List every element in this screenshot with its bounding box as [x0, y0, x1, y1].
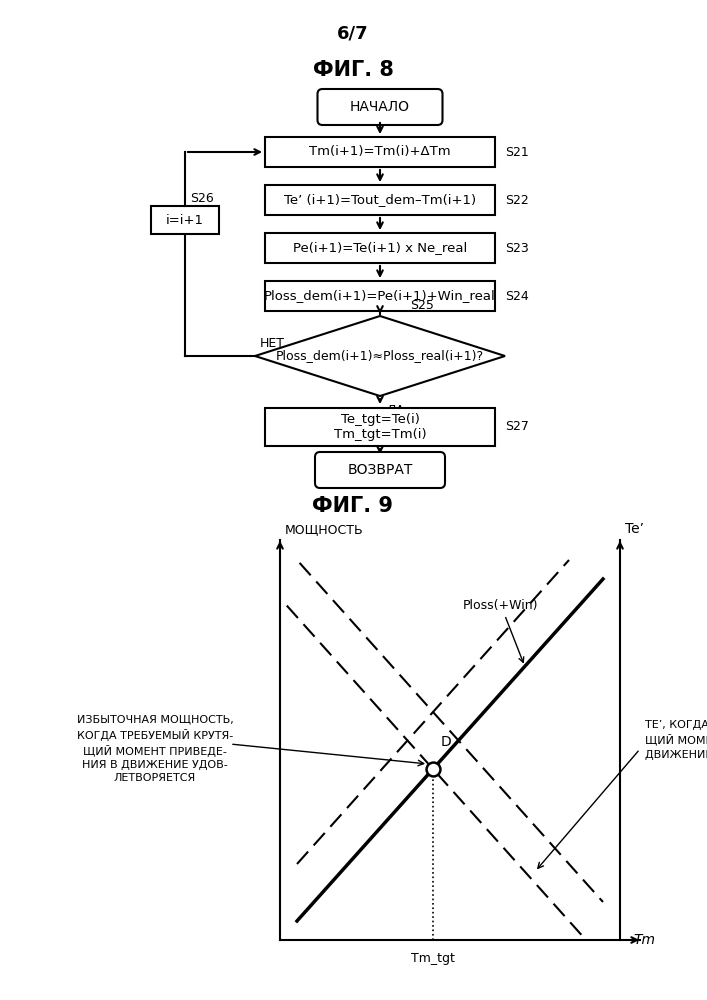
- Text: S23: S23: [505, 241, 529, 254]
- Text: Pe(i+1)=Te(i+1) x Ne_real: Pe(i+1)=Te(i+1) x Ne_real: [293, 241, 467, 254]
- Bar: [265, 408, 495, 446]
- Text: ВОЗВРАТ: ВОЗВРАТ: [347, 463, 413, 477]
- Text: ФИГ. 8: ФИГ. 8: [312, 60, 393, 80]
- Text: S26: S26: [190, 192, 214, 205]
- Bar: [265, 185, 495, 215]
- Polygon shape: [255, 316, 505, 396]
- Text: Tm_tgt: Tm_tgt: [411, 952, 455, 965]
- Text: Ploss(+Win): Ploss(+Win): [463, 599, 539, 662]
- Text: Te’: Te’: [625, 522, 644, 536]
- Text: S24: S24: [505, 290, 529, 302]
- Text: 6/7: 6/7: [337, 24, 369, 42]
- Bar: [151, 206, 219, 234]
- Text: Te’ (i+1)=Tout_dem–Tm(i+1): Te’ (i+1)=Tout_dem–Tm(i+1): [284, 194, 476, 207]
- Bar: [265, 281, 495, 311]
- Text: i=i+1: i=i+1: [166, 214, 204, 227]
- Text: Te_tgt=Te(i)
Tm_tgt=Tm(i): Te_tgt=Te(i) Tm_tgt=Tm(i): [334, 413, 426, 441]
- Text: Tm(i+1)=Tm(i)+ΔTm: Tm(i+1)=Tm(i)+ΔTm: [309, 145, 451, 158]
- Text: Tm: Tm: [633, 933, 655, 947]
- Bar: [265, 137, 495, 167]
- Text: МОЩНОСТЬ: МОЩНОСТЬ: [285, 523, 363, 536]
- Text: D: D: [441, 735, 452, 749]
- Text: S27: S27: [505, 420, 529, 434]
- FancyBboxPatch shape: [315, 452, 445, 488]
- Text: ДА: ДА: [386, 404, 404, 417]
- Text: Ploss_dem(i+1)≈Ploss_real(i+1)?: Ploss_dem(i+1)≈Ploss_real(i+1)?: [276, 350, 484, 362]
- Text: S21: S21: [505, 145, 529, 158]
- Text: НАЧАЛО: НАЧАЛО: [350, 100, 410, 114]
- Text: ТЕ’, КОГДА ТРЕБУЕМЫЙ КРУТЯ-
ЩИЙ МОМЕНТ ПРИВЕДЕНИЯ В
ДВИЖЕНИЕ УДОВЛЕТВОРЯЕТСЯ: ТЕ’, КОГДА ТРЕБУЕМЫЙ КРУТЯ- ЩИЙ МОМЕНТ П…: [645, 718, 707, 760]
- Text: S25: S25: [410, 299, 434, 312]
- FancyBboxPatch shape: [317, 89, 443, 125]
- Text: НЕТ: НЕТ: [260, 337, 285, 350]
- Bar: [265, 233, 495, 263]
- Text: Ploss_dem(i+1)=Pe(i+1)+Win_real: Ploss_dem(i+1)=Pe(i+1)+Win_real: [264, 290, 496, 302]
- Text: ИЗБЫТОЧНАЯ МОЩНОСТЬ,
КОГДА ТРЕБУЕМЫЙ КРУТЯ-
ЩИЙ МОМЕНТ ПРИВЕДЕ-
НИЯ В ДВИЖЕНИЕ У: ИЗБЫТОЧНАЯ МОЩНОСТЬ, КОГДА ТРЕБУЕМЫЙ КРУ…: [76, 715, 233, 783]
- Text: S22: S22: [505, 194, 529, 207]
- Text: ФИГ. 9: ФИГ. 9: [312, 496, 394, 516]
